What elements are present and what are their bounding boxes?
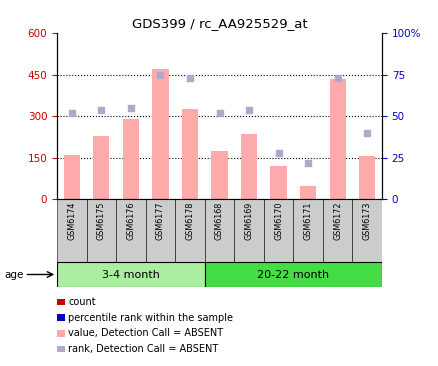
- Text: 3-4 month: 3-4 month: [102, 269, 159, 280]
- Bar: [322, 199, 352, 262]
- Point: [363, 130, 370, 136]
- Point: [333, 75, 340, 81]
- Text: 20-22 month: 20-22 month: [257, 269, 328, 280]
- Text: GSM6173: GSM6173: [362, 201, 371, 240]
- Bar: [329, 79, 345, 199]
- Text: GSM6174: GSM6174: [67, 201, 76, 240]
- Text: count: count: [68, 297, 95, 307]
- Bar: [204, 199, 234, 262]
- Bar: [240, 134, 257, 199]
- Text: percentile rank within the sample: percentile rank within the sample: [68, 313, 233, 323]
- Text: GSM6172: GSM6172: [332, 201, 341, 240]
- Bar: [299, 186, 315, 199]
- Text: value, Detection Call = ABSENT: value, Detection Call = ABSENT: [68, 328, 223, 339]
- Bar: [93, 136, 109, 199]
- Point: [186, 75, 193, 81]
- Bar: [175, 199, 204, 262]
- Text: rank, Detection Call = ABSENT: rank, Detection Call = ABSENT: [68, 344, 218, 354]
- Text: GSM6170: GSM6170: [273, 201, 283, 240]
- Text: GSM6176: GSM6176: [126, 201, 135, 240]
- Text: GSM6169: GSM6169: [244, 201, 253, 240]
- Bar: [204, 262, 381, 287]
- Bar: [263, 199, 293, 262]
- Point: [215, 110, 223, 116]
- Text: GSM6168: GSM6168: [215, 201, 223, 240]
- Bar: [145, 199, 175, 262]
- Text: GSM6177: GSM6177: [155, 201, 165, 240]
- Bar: [152, 69, 168, 199]
- Text: GSM6178: GSM6178: [185, 201, 194, 240]
- Text: GSM6175: GSM6175: [97, 201, 106, 240]
- Point: [304, 160, 311, 166]
- Bar: [181, 109, 198, 199]
- Bar: [86, 199, 116, 262]
- Point: [68, 110, 75, 116]
- Point: [245, 107, 252, 112]
- Bar: [270, 166, 286, 199]
- Point: [156, 72, 163, 78]
- Bar: [116, 199, 145, 262]
- Bar: [64, 155, 80, 199]
- Point: [98, 107, 105, 112]
- Bar: [352, 199, 381, 262]
- Title: GDS399 / rc_AA925529_at: GDS399 / rc_AA925529_at: [131, 17, 307, 30]
- Bar: [57, 262, 204, 287]
- Text: GSM6171: GSM6171: [303, 201, 312, 240]
- Point: [275, 150, 282, 156]
- Bar: [234, 199, 263, 262]
- Bar: [211, 151, 227, 199]
- Point: [127, 105, 134, 111]
- Text: age: age: [4, 269, 24, 280]
- Bar: [293, 199, 322, 262]
- Bar: [123, 119, 139, 199]
- Bar: [358, 156, 374, 199]
- Bar: [57, 199, 86, 262]
